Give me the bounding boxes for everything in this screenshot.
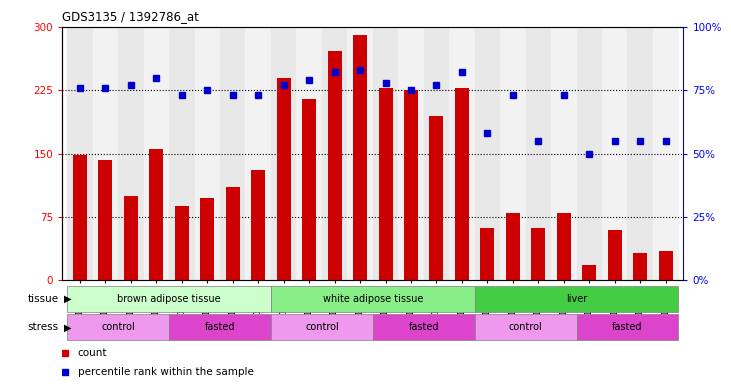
- Bar: [149, 149, 163, 280]
- Bar: [327, 51, 341, 280]
- Bar: [607, 230, 622, 280]
- Text: stress: stress: [27, 322, 58, 333]
- Text: fasted: fasted: [612, 322, 643, 333]
- Bar: [220, 27, 246, 280]
- Bar: [450, 27, 474, 280]
- Bar: [296, 27, 322, 280]
- Bar: [347, 27, 373, 280]
- Text: control: control: [509, 322, 542, 333]
- Text: liver: liver: [566, 293, 587, 304]
- Bar: [226, 187, 240, 280]
- Bar: [373, 27, 398, 280]
- Bar: [506, 213, 520, 280]
- Bar: [276, 78, 291, 280]
- Bar: [143, 27, 169, 280]
- Bar: [633, 253, 647, 280]
- Bar: [480, 228, 494, 280]
- Text: control: control: [305, 322, 338, 333]
- Bar: [526, 27, 551, 280]
- Bar: [175, 206, 189, 280]
- Bar: [583, 265, 596, 280]
- Text: white adipose tissue: white adipose tissue: [322, 293, 423, 304]
- Text: brown adipose tissue: brown adipose tissue: [117, 293, 221, 304]
- Bar: [124, 196, 138, 280]
- Bar: [404, 90, 418, 280]
- Bar: [659, 251, 673, 280]
- Text: percentile rank within the sample: percentile rank within the sample: [77, 367, 254, 377]
- Text: fasted: fasted: [205, 322, 235, 333]
- Bar: [474, 286, 678, 311]
- Bar: [353, 35, 367, 280]
- Bar: [271, 286, 474, 311]
- Bar: [169, 314, 271, 340]
- Bar: [602, 27, 627, 280]
- Bar: [373, 314, 474, 340]
- Bar: [424, 27, 450, 280]
- Text: GDS3135 / 1392786_at: GDS3135 / 1392786_at: [62, 10, 199, 23]
- Bar: [653, 27, 678, 280]
- Bar: [67, 314, 169, 340]
- Bar: [577, 314, 678, 340]
- Bar: [67, 286, 271, 311]
- Bar: [246, 27, 271, 280]
- Bar: [73, 155, 87, 280]
- Bar: [200, 199, 214, 280]
- Bar: [627, 27, 653, 280]
- Text: fasted: fasted: [409, 322, 439, 333]
- Bar: [379, 88, 393, 280]
- Bar: [302, 99, 316, 280]
- Bar: [169, 27, 194, 280]
- Text: tissue: tissue: [27, 293, 58, 304]
- Bar: [194, 27, 220, 280]
- Text: count: count: [77, 348, 107, 358]
- Bar: [455, 88, 469, 280]
- Text: control: control: [102, 322, 135, 333]
- Bar: [322, 27, 347, 280]
- Bar: [500, 27, 526, 280]
- Bar: [531, 228, 545, 280]
- Bar: [430, 116, 444, 280]
- Bar: [398, 27, 424, 280]
- Bar: [67, 27, 93, 280]
- Bar: [99, 161, 113, 280]
- Text: ▶: ▶: [64, 322, 72, 333]
- Bar: [271, 314, 373, 340]
- Bar: [251, 170, 265, 280]
- Bar: [474, 314, 577, 340]
- Bar: [474, 27, 500, 280]
- Bar: [118, 27, 143, 280]
- Bar: [551, 27, 577, 280]
- Bar: [557, 213, 571, 280]
- Bar: [577, 27, 602, 280]
- Bar: [271, 27, 296, 280]
- Text: ▶: ▶: [64, 293, 72, 304]
- Bar: [93, 27, 118, 280]
